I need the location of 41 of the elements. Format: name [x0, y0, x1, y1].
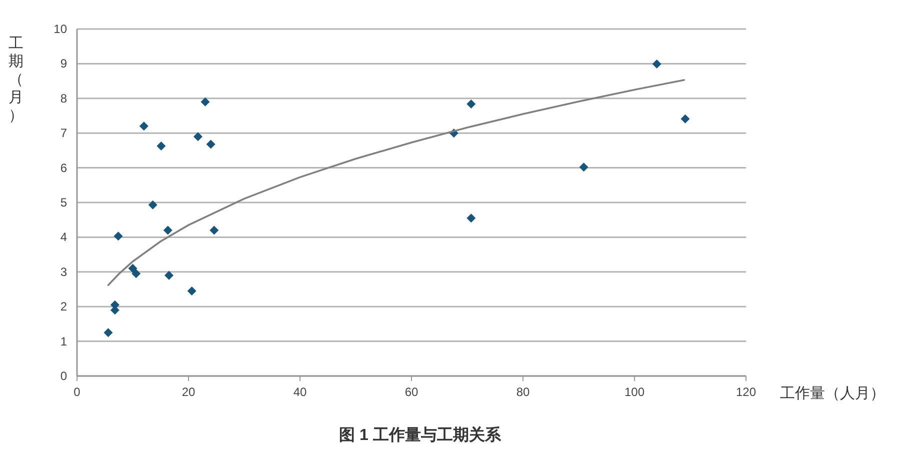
point: [148, 200, 158, 210]
point: [579, 162, 588, 172]
point: [466, 214, 476, 223]
x-tick-label: 20: [182, 385, 196, 399]
y-tick-label: 2: [60, 300, 68, 314]
point: [132, 269, 141, 278]
y-tick-label: 1: [60, 334, 68, 348]
point: [164, 270, 174, 280]
point: [128, 264, 138, 273]
y-tick-label: 3: [60, 264, 68, 279]
y-tick-label: 10: [54, 22, 68, 36]
y-tick-label: 4: [60, 230, 68, 244]
x-tick-label: 100: [624, 385, 645, 399]
point: [163, 226, 172, 235]
y-axis-title: 工期（月）: [8, 35, 24, 124]
point: [104, 328, 113, 338]
y-tick-label: 7: [60, 126, 68, 140]
point: [193, 132, 202, 142]
x-tick-label: 60: [404, 385, 418, 399]
y-tick-label: 0: [60, 369, 68, 383]
point: [466, 99, 476, 108]
y-tick-label: 9: [60, 56, 68, 71]
y-tick-label: 6: [60, 160, 68, 175]
line-series: [107, 79, 686, 286]
point: [680, 114, 690, 124]
point: [200, 97, 210, 106]
x-tick-label: 120: [736, 385, 756, 399]
x-tick-label: 80: [516, 385, 530, 399]
point: [206, 140, 216, 149]
y-tick-label: 5: [60, 196, 68, 210]
point: [652, 60, 662, 69]
y-tick-label: 8: [60, 91, 68, 106]
x-axis-title: 工作量（人月）: [780, 385, 885, 402]
text: 图 1 工作量与工期关系: [339, 426, 502, 444]
point: [187, 286, 196, 296]
point: [210, 226, 219, 235]
point: [156, 141, 166, 150]
point: [139, 122, 148, 131]
x-tick-label: 0: [74, 385, 81, 399]
x-tick-label: 40: [293, 385, 307, 399]
point: [114, 232, 123, 241]
